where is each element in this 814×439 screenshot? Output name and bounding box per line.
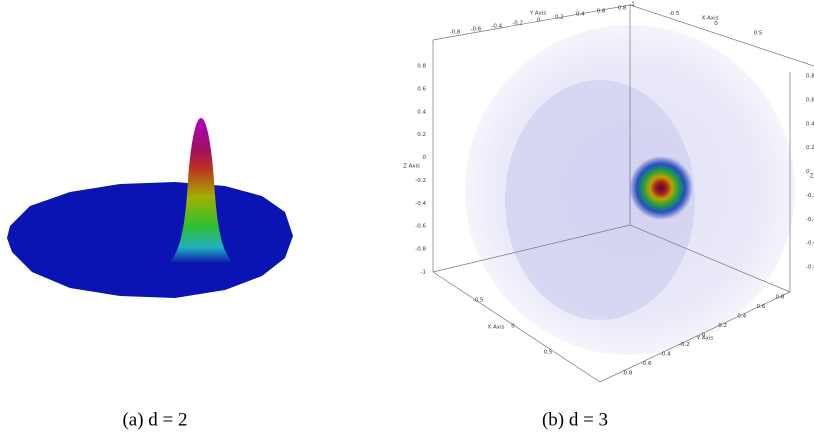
axis-tick-label: -0.4 xyxy=(806,217,814,223)
axis-title: Y Axis xyxy=(529,11,547,17)
axis-tick-label: -0.6 xyxy=(415,224,426,230)
axis-tick-label: 0.6 xyxy=(597,9,606,15)
axis-tick-label: -0.8 xyxy=(806,265,814,271)
caption: (a) d = 2 xyxy=(122,409,187,430)
axis-tick-label: -1 xyxy=(421,270,426,276)
axis-tick-label: -0.5 xyxy=(473,298,484,304)
axis-tick-label: 0.8 xyxy=(776,295,785,301)
axis-tick-label: 0.6 xyxy=(806,97,814,103)
axis-tick-label: 0 xyxy=(423,155,427,161)
axis-tick-label: 0.4 xyxy=(737,314,746,320)
axis-title: Z A xyxy=(810,174,814,180)
axis-tick-label: 0.5 xyxy=(544,350,553,356)
axis-tick-label: -0.2 xyxy=(806,193,814,199)
axis-tick-label: -0.4 xyxy=(415,201,426,207)
panel-a xyxy=(7,118,293,298)
density-spot xyxy=(629,156,693,220)
axis-tick-label: -0.8 xyxy=(622,371,633,377)
axis-tick-label: -0.6 xyxy=(806,241,814,247)
axis-tick-label: 0 xyxy=(714,21,718,27)
caption: (b) d = 3 xyxy=(542,409,608,430)
axis-tick-label: -0.6 xyxy=(471,27,482,33)
inner-shadow xyxy=(505,80,695,320)
axis-tick-label: 0 xyxy=(702,333,706,339)
axis-tick-label: 0.2 xyxy=(555,15,564,21)
axis-tick-label: -0.4 xyxy=(660,352,671,358)
axis-tick-label: -0.4 xyxy=(491,24,502,30)
axis-tick-label: 0 xyxy=(806,169,810,175)
axis-tick-label: 0 xyxy=(511,324,515,330)
axis-tick-label: -0.6 xyxy=(641,361,652,367)
axis-tick-label: -1 xyxy=(629,2,634,8)
axis-tick-label: -0.5 xyxy=(669,11,680,17)
axis-tick-label: 0.6 xyxy=(417,86,426,92)
axis-tick-label: 0.4 xyxy=(417,109,426,115)
axis-tick-label: -0.2 xyxy=(679,342,690,348)
axis-tick-label: -0.2 xyxy=(415,178,426,184)
axis-tick-label: 0.6 xyxy=(757,304,766,310)
axis-tick-label: 0.4 xyxy=(576,12,585,18)
axis-tick-label: 0.8 xyxy=(417,64,426,70)
axis-title: Z Axis xyxy=(403,164,420,170)
axis-tick-label: 0.4 xyxy=(806,121,814,127)
axis-title: Y Axis xyxy=(696,336,714,342)
axis-tick-label: 0.2 xyxy=(417,132,426,138)
axis-title: X Axis xyxy=(702,16,719,22)
axis-tick-label: -0.2 xyxy=(512,21,523,27)
axis-tick-label: 0.2 xyxy=(718,323,727,329)
box-frame xyxy=(432,4,814,383)
axis-tick-label: -0.8 xyxy=(450,30,461,36)
axis-title: X Axis xyxy=(488,325,505,331)
axis-tick-label: 0.2 xyxy=(806,145,814,151)
axis-tick-label: 0.8 xyxy=(806,74,814,80)
axis-tick-label: 0 xyxy=(537,18,541,24)
axis-tick-label: 0.5 xyxy=(754,31,763,37)
peak xyxy=(170,118,232,262)
axis-tick-label: -0.8 xyxy=(415,247,426,253)
panel-b xyxy=(432,4,814,383)
axis-tick-label: 0.8 xyxy=(618,6,627,12)
disc xyxy=(7,182,293,298)
